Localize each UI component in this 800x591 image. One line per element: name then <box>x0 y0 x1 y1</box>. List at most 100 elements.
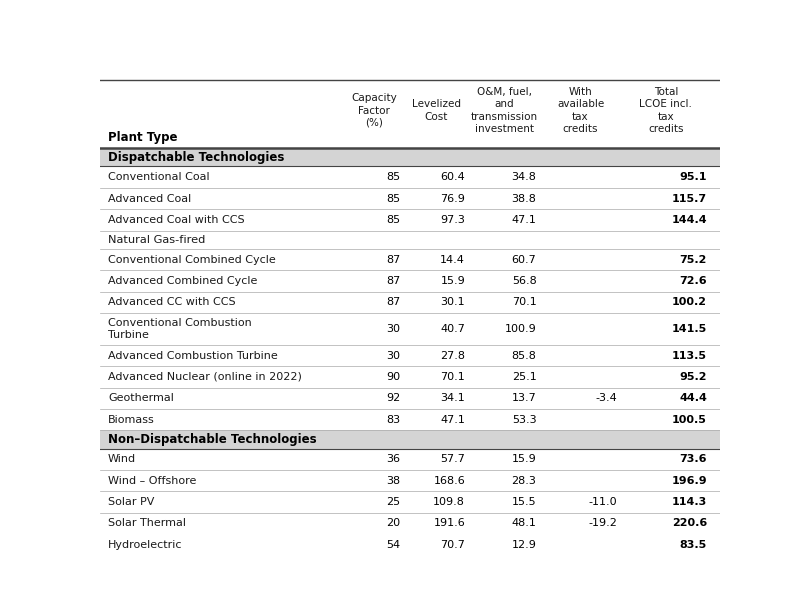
Text: 85: 85 <box>386 215 400 225</box>
Text: 28.3: 28.3 <box>512 476 537 486</box>
Text: Wind: Wind <box>108 454 136 465</box>
Text: Conventional Combined Cycle: Conventional Combined Cycle <box>108 255 276 265</box>
Text: 85.8: 85.8 <box>512 350 537 361</box>
Text: 100.9: 100.9 <box>505 324 537 334</box>
Text: 95.1: 95.1 <box>679 172 707 182</box>
Text: 13.7: 13.7 <box>512 394 537 403</box>
Text: 15.9: 15.9 <box>441 276 465 286</box>
Text: Dispatchable Technologies: Dispatchable Technologies <box>108 151 285 164</box>
Text: 114.3: 114.3 <box>672 497 707 507</box>
Bar <box>100 388 720 409</box>
Text: With
available
tax
credits: With available tax credits <box>557 87 604 134</box>
Text: 38: 38 <box>386 476 400 486</box>
Bar <box>100 167 720 188</box>
Bar <box>100 148 720 167</box>
Bar <box>100 209 720 230</box>
Text: 191.6: 191.6 <box>434 518 465 528</box>
Text: 36: 36 <box>386 454 400 465</box>
Text: 34.8: 34.8 <box>512 172 537 182</box>
Text: 48.1: 48.1 <box>512 518 537 528</box>
Text: 92: 92 <box>386 394 400 403</box>
Text: -19.2: -19.2 <box>588 518 617 528</box>
Bar <box>100 534 720 556</box>
Text: -3.4: -3.4 <box>595 394 617 403</box>
Bar <box>100 188 720 209</box>
Text: 38.8: 38.8 <box>512 194 537 203</box>
Text: 15.9: 15.9 <box>512 454 537 465</box>
Text: 109.8: 109.8 <box>434 497 465 507</box>
Text: 100.2: 100.2 <box>672 297 707 307</box>
Bar <box>100 80 720 148</box>
Text: -11.0: -11.0 <box>589 497 617 507</box>
Text: 144.4: 144.4 <box>671 215 707 225</box>
Text: Advanced Combined Cycle: Advanced Combined Cycle <box>108 276 258 286</box>
Text: Wind – Offshore: Wind – Offshore <box>108 476 197 486</box>
Text: Solar Thermal: Solar Thermal <box>108 518 186 528</box>
Text: 141.5: 141.5 <box>672 324 707 334</box>
Text: Capacity
Factor
(%): Capacity Factor (%) <box>351 93 398 128</box>
Text: 100.5: 100.5 <box>672 415 707 425</box>
Text: 95.2: 95.2 <box>679 372 707 382</box>
Bar <box>100 430 720 449</box>
Text: Advanced CC with CCS: Advanced CC with CCS <box>108 297 236 307</box>
Text: 196.9: 196.9 <box>671 476 707 486</box>
Text: 87: 87 <box>386 297 400 307</box>
Bar <box>100 409 720 430</box>
Text: 75.2: 75.2 <box>680 255 707 265</box>
Text: 56.8: 56.8 <box>512 276 537 286</box>
Text: 220.6: 220.6 <box>672 518 707 528</box>
Bar <box>100 291 720 313</box>
Bar <box>100 230 720 249</box>
Text: 60.4: 60.4 <box>441 172 465 182</box>
Text: 87: 87 <box>386 255 400 265</box>
Text: 113.5: 113.5 <box>672 350 707 361</box>
Text: Natural Gas-fired: Natural Gas-fired <box>108 235 206 245</box>
Text: 57.7: 57.7 <box>440 454 465 465</box>
Text: Conventional Combustion: Conventional Combustion <box>108 318 252 328</box>
Text: 60.7: 60.7 <box>512 255 537 265</box>
Text: 53.3: 53.3 <box>512 415 537 425</box>
Text: Solar PV: Solar PV <box>108 497 154 507</box>
Text: 54: 54 <box>386 540 400 550</box>
Text: 30: 30 <box>386 324 400 334</box>
Bar <box>100 366 720 388</box>
Bar <box>100 449 720 470</box>
Text: O&M, fuel,
and
transmission
investment: O&M, fuel, and transmission investment <box>471 87 538 134</box>
Text: 30.1: 30.1 <box>441 297 465 307</box>
Text: Plant Type: Plant Type <box>108 131 178 144</box>
Text: Non–Dispatchable Technologies: Non–Dispatchable Technologies <box>108 433 317 446</box>
Text: Geothermal: Geothermal <box>108 394 174 403</box>
Text: Biomass: Biomass <box>108 415 155 425</box>
Text: 47.1: 47.1 <box>440 415 465 425</box>
Bar <box>100 470 720 491</box>
Text: 70.7: 70.7 <box>440 540 465 550</box>
Text: 20: 20 <box>386 518 400 528</box>
Bar <box>100 491 720 513</box>
Text: 15.5: 15.5 <box>512 497 537 507</box>
Text: Advanced Coal with CCS: Advanced Coal with CCS <box>108 215 245 225</box>
Text: Turbine: Turbine <box>108 330 149 340</box>
Text: 85: 85 <box>386 194 400 203</box>
Text: Levelized
Cost: Levelized Cost <box>412 99 461 122</box>
Text: 14.4: 14.4 <box>440 255 465 265</box>
Text: 168.6: 168.6 <box>434 476 465 486</box>
Text: 83: 83 <box>386 415 400 425</box>
Text: 70.1: 70.1 <box>441 372 465 382</box>
Bar <box>100 249 720 270</box>
Bar <box>100 345 720 366</box>
Text: Hydroelectric: Hydroelectric <box>108 540 182 550</box>
Bar <box>100 513 720 534</box>
Text: 115.7: 115.7 <box>672 194 707 203</box>
Text: 83.5: 83.5 <box>680 540 707 550</box>
Text: 47.1: 47.1 <box>512 215 537 225</box>
Text: 87: 87 <box>386 276 400 286</box>
Text: 25.1: 25.1 <box>512 372 537 382</box>
Text: Advanced Combustion Turbine: Advanced Combustion Turbine <box>108 350 278 361</box>
Text: 44.4: 44.4 <box>679 394 707 403</box>
Text: 72.6: 72.6 <box>679 276 707 286</box>
Text: 30: 30 <box>386 350 400 361</box>
Text: 12.9: 12.9 <box>512 540 537 550</box>
Text: Conventional Coal: Conventional Coal <box>108 172 210 182</box>
Text: 76.9: 76.9 <box>440 194 465 203</box>
Text: Advanced Coal: Advanced Coal <box>108 194 191 203</box>
